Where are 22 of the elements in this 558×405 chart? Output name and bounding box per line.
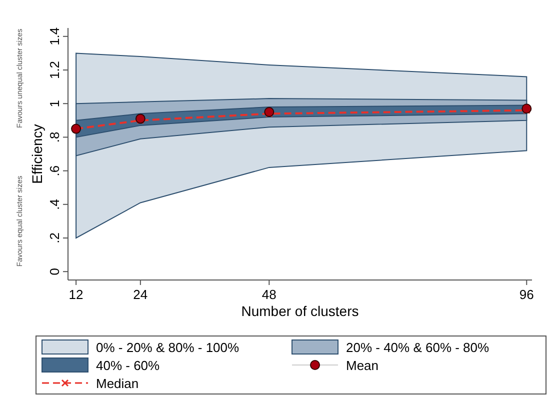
y-axis-title: Efficiency [29,124,45,184]
y-tick-label: 0 [47,268,62,276]
y-tick-label: .2 [47,232,62,244]
point [522,104,532,114]
y-tick-label: .8 [47,132,62,143]
x-axis-title: Number of clusters [241,303,359,319]
point [264,107,274,117]
x-tick-label: 12 [68,287,84,302]
y-tick-label: 1.2 [47,60,62,80]
point [135,114,146,124]
y-tick-label: .4 [47,198,62,210]
legend-label: 0% - 20% & 80% - 100% [96,340,240,355]
legend-label: 20% - 40% & 60% - 80% [346,340,490,355]
x-tick-label: 24 [133,287,148,302]
y-tick-label: 1 [47,100,62,108]
x-tick-label: 48 [262,287,276,302]
legend-label: Median [96,376,139,391]
legend-label: 40% - 60% [96,358,160,373]
y-tick-label: 1.4 [47,27,62,46]
legend-label: Mean [346,358,379,373]
x-tick-label: 96 [519,287,534,302]
y-tick-label: .6 [47,165,62,176]
